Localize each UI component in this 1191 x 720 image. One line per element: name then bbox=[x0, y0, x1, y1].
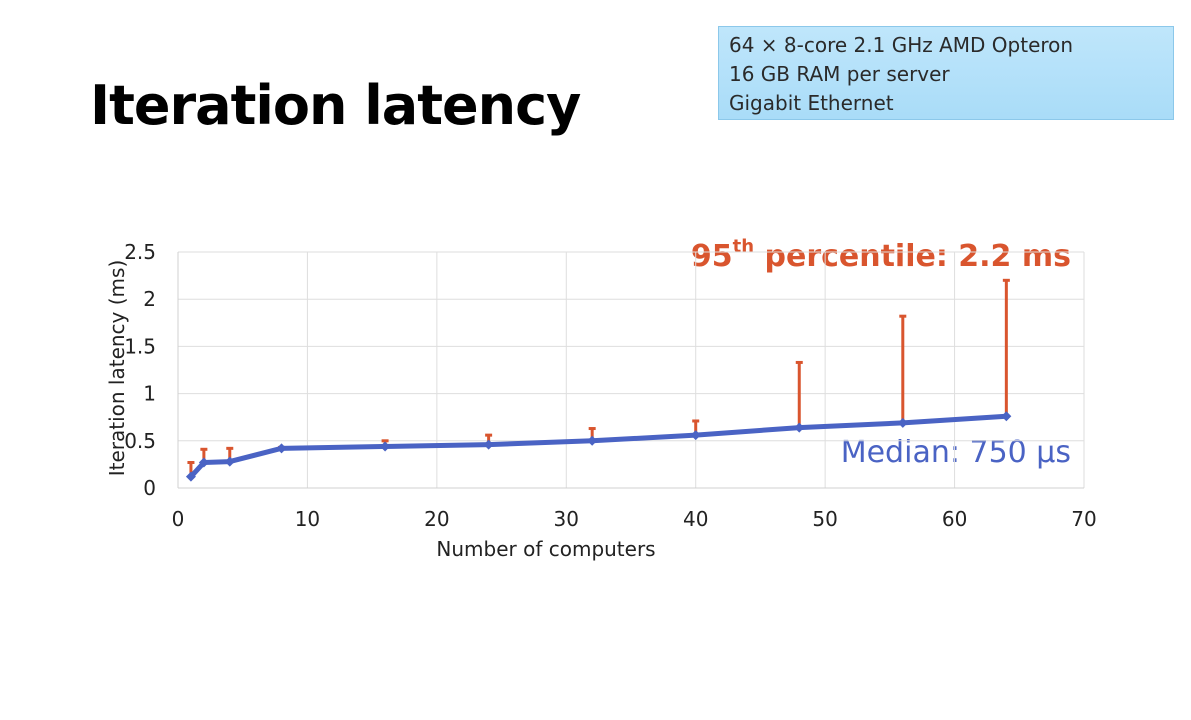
median-point bbox=[224, 456, 235, 467]
slide-title: Iteration latency bbox=[90, 74, 581, 137]
y-axis-title: Iteration latency (ms) bbox=[105, 260, 129, 477]
spec-line: 64 × 8-core 2.1 GHz AMD Opteron bbox=[729, 33, 1074, 57]
spec-line: 16 GB RAM per server bbox=[729, 62, 950, 86]
median-point bbox=[794, 422, 805, 433]
y-tick-label: 2 bbox=[143, 287, 156, 311]
median-line bbox=[188, 413, 1009, 480]
y-tick-label: 0 bbox=[143, 476, 156, 500]
y-tick-label: 0.5 bbox=[124, 429, 156, 453]
median-point bbox=[380, 441, 391, 452]
median-point bbox=[185, 471, 196, 482]
y-tick-label: 1.5 bbox=[124, 334, 156, 358]
hardware-spec-box: 64 × 8-core 2.1 GHz AMD Opteron 16 GB RA… bbox=[718, 26, 1174, 120]
median-point bbox=[198, 457, 209, 468]
x-tick-label: 70 bbox=[1071, 507, 1096, 531]
median-point bbox=[276, 443, 287, 454]
y-tick-label: 2.5 bbox=[124, 240, 156, 264]
x-tick-label: 20 bbox=[424, 507, 449, 531]
spec-line: Gigabit Ethernet bbox=[729, 91, 894, 115]
median-point bbox=[690, 430, 701, 441]
x-tick-label: 40 bbox=[683, 507, 708, 531]
p95-callout-rest: percentile: 2.2 ms bbox=[754, 239, 1071, 274]
p95-callout: 95th percentile: 2.2 ms bbox=[691, 236, 1071, 274]
median-point bbox=[897, 417, 908, 428]
p95-callout-prefix: 95 bbox=[690, 239, 733, 274]
x-tick-label: 50 bbox=[812, 507, 837, 531]
median-point bbox=[587, 435, 598, 446]
x-tick-label: 30 bbox=[554, 507, 579, 531]
x-tick-label: 0 bbox=[172, 507, 185, 531]
y-tick-label: 1 bbox=[143, 382, 156, 406]
x-tick-label: 10 bbox=[295, 507, 320, 531]
x-tick-label: 60 bbox=[942, 507, 967, 531]
median-point bbox=[483, 439, 494, 450]
median-point bbox=[1001, 411, 1012, 422]
x-axis-title: Number of computers bbox=[436, 537, 655, 561]
